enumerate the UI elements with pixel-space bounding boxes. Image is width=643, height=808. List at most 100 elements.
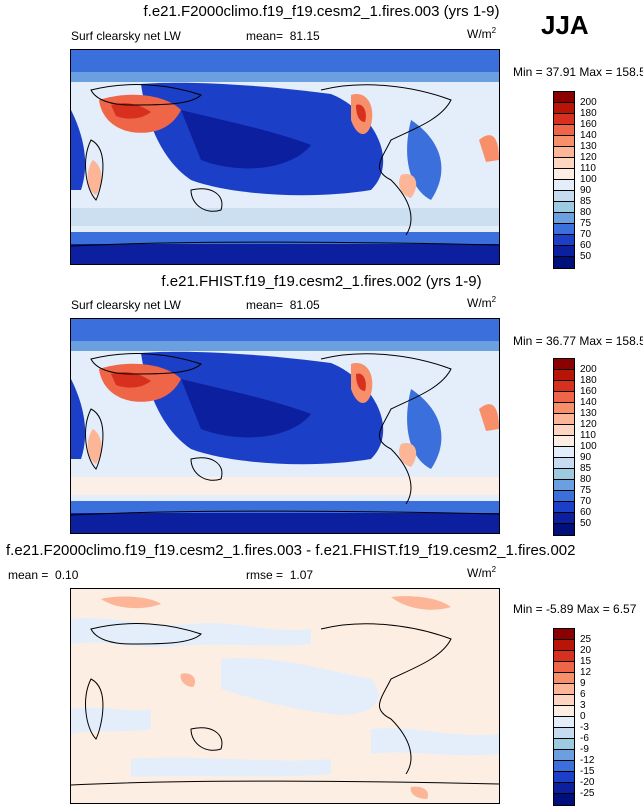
panel2-map (70, 318, 500, 534)
colorbar-label: 85 (580, 463, 592, 474)
panel1-mean: mean= 81.15 (246, 29, 320, 43)
colorbar-box (554, 169, 574, 180)
colorbar-label: 6 (580, 689, 586, 700)
colorbar-label: -25 (580, 788, 595, 799)
colorbar-label: 90 (580, 185, 592, 196)
colorbar-label: 130 (580, 408, 597, 419)
panel3-title: f.e21.F2000climo.f19_f19.cesm2_1.fires.0… (6, 542, 576, 559)
colorbar-label: 0 (580, 711, 586, 722)
colorbar-label: 90 (580, 452, 592, 463)
colorbar-box (554, 717, 574, 728)
colorbar-box (554, 772, 574, 783)
colorbar-box (554, 246, 574, 257)
colorbar-box (554, 114, 574, 125)
colorbar-box (554, 136, 574, 147)
panel3-map (70, 588, 500, 804)
colorbar-box (554, 414, 574, 425)
colorbar-box (554, 392, 574, 403)
colorbar-box (554, 728, 574, 739)
colorbar-label: 50 (580, 518, 592, 529)
colorbar-box (554, 739, 574, 750)
colorbar-label: 200 (580, 364, 597, 375)
colorbar-box (554, 651, 574, 662)
colorbar-box (554, 469, 574, 480)
panel1-title: f.e21.F2000climo.f19_f19.cesm2_1.fires.0… (143, 3, 500, 20)
colorbar-box (554, 684, 574, 695)
colorbar-box (554, 629, 574, 640)
panel1-map (70, 49, 500, 265)
panel2-mean: mean= 81.05 (246, 298, 320, 312)
colorbar-label: 25 (580, 634, 592, 645)
colorbar-label: 110 (580, 430, 596, 441)
colorbar-box (554, 662, 574, 673)
panel2-title: f.e21.FHIST.f19_f19.cesm2_1.fires.002 (y… (161, 273, 482, 290)
colorbar-label: 85 (580, 196, 592, 207)
colorbar-box (554, 158, 574, 169)
panel2-units: W/m2 (467, 295, 497, 311)
colorbar-box (554, 436, 574, 447)
colorbar-label: 15 (580, 656, 592, 667)
colorbar-label: 75 (580, 485, 592, 496)
colorbar-label: 60 (580, 240, 592, 251)
colorbar-label: 140 (580, 130, 597, 141)
panel3-colorbar (553, 628, 575, 806)
colorbar-label: 200 (580, 97, 597, 108)
colorbar-label: 180 (580, 375, 597, 386)
panel1-colorbar (553, 91, 575, 269)
colorbar-label: 20 (580, 645, 592, 656)
colorbar-label: 70 (580, 229, 592, 240)
colorbar-label: 9 (580, 678, 586, 689)
colorbar-label: 100 (580, 441, 597, 452)
colorbar-box (554, 673, 574, 684)
colorbar-label: 70 (580, 496, 592, 507)
colorbar-box (554, 370, 574, 381)
colorbar-label: 60 (580, 507, 592, 518)
panel2-variable: Surf clearsky net LW (71, 298, 181, 312)
colorbar-box (554, 783, 574, 794)
colorbar-box (554, 202, 574, 213)
panel1-variable: Surf clearsky net LW (71, 29, 181, 43)
colorbar-box (554, 103, 574, 114)
season-label: JJA (541, 10, 589, 40)
panel3-minmax: Min = -5.89 Max = 6.57 (513, 602, 637, 616)
colorbar-box (554, 147, 574, 158)
panel1-minmax: Min = 37.91 Max = 158.51 (513, 65, 643, 79)
colorbar-box (554, 125, 574, 136)
colorbar-label: -9 (580, 744, 589, 755)
colorbar-box (554, 92, 574, 103)
colorbar-box (554, 180, 574, 191)
colorbar-label: 160 (580, 119, 597, 130)
colorbar-label: 130 (580, 141, 597, 152)
panel2-colorbar (553, 358, 575, 536)
colorbar-label: 75 (580, 218, 592, 229)
colorbar-box (554, 381, 574, 392)
colorbar-label: -12 (580, 755, 595, 766)
colorbar-label: 80 (580, 474, 592, 485)
panel3-mean: mean = 0.10 (8, 568, 79, 582)
colorbar-box (554, 403, 574, 414)
colorbar-label: -15 (580, 766, 595, 777)
colorbar-box (554, 513, 574, 524)
panel1-units: W/m2 (467, 26, 497, 42)
colorbar-label: -6 (580, 733, 589, 744)
colorbar-box (554, 447, 574, 458)
colorbar-box (554, 235, 574, 246)
colorbar-box (554, 502, 574, 513)
colorbar-label: 120 (580, 152, 597, 163)
colorbar-box (554, 761, 574, 772)
colorbar-label: -20 (580, 777, 595, 788)
colorbar-box (554, 480, 574, 491)
colorbar-box (554, 359, 574, 370)
colorbar-label: 12 (580, 667, 592, 678)
colorbar-box (554, 640, 574, 651)
colorbar-label: 140 (580, 397, 597, 408)
colorbar-box (554, 750, 574, 761)
colorbar-label: 3 (580, 700, 586, 711)
colorbar-label: 80 (580, 207, 592, 218)
colorbar-box (554, 425, 574, 436)
colorbar-box (554, 191, 574, 202)
colorbar-box (554, 706, 574, 717)
colorbar-label: 110 (580, 163, 596, 174)
colorbar-box (554, 458, 574, 469)
colorbar-label: -3 (580, 722, 589, 733)
